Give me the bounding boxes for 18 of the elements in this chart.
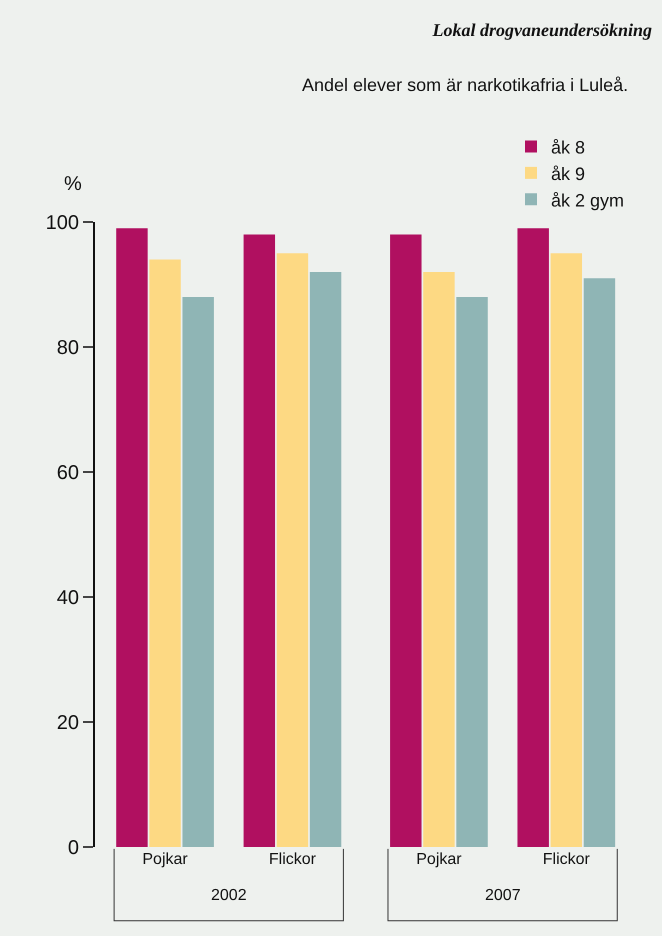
y-tick-label: 0 (68, 837, 79, 859)
x-tick-label: Pojkar (416, 851, 462, 868)
text: 2002 (211, 887, 247, 904)
x-tick-label: Flickor (542, 851, 591, 868)
chart-title: Lokal drogvaneundersökning (432, 20, 652, 40)
y-tick-label: 20 (56, 712, 79, 734)
legend-label: åk 8 (551, 137, 586, 158)
y-tick-label: 60 (56, 462, 79, 484)
x-tick-label: Pojkar (142, 851, 188, 868)
chart-subtitle: Andel elever som är narkotikafria i Luleå. (302, 75, 628, 95)
x-tick-label: Flickor (268, 851, 317, 868)
y-tick-label: 40 (56, 587, 79, 609)
legend-label: åk 2 gym (551, 190, 624, 210)
legend-label: åk 9 (551, 164, 586, 184)
y-tick-label: 80 (56, 337, 79, 359)
text: 2007 (485, 887, 521, 904)
y-axis-title: % (64, 173, 82, 195)
y-tick-label: 100 (46, 212, 79, 234)
